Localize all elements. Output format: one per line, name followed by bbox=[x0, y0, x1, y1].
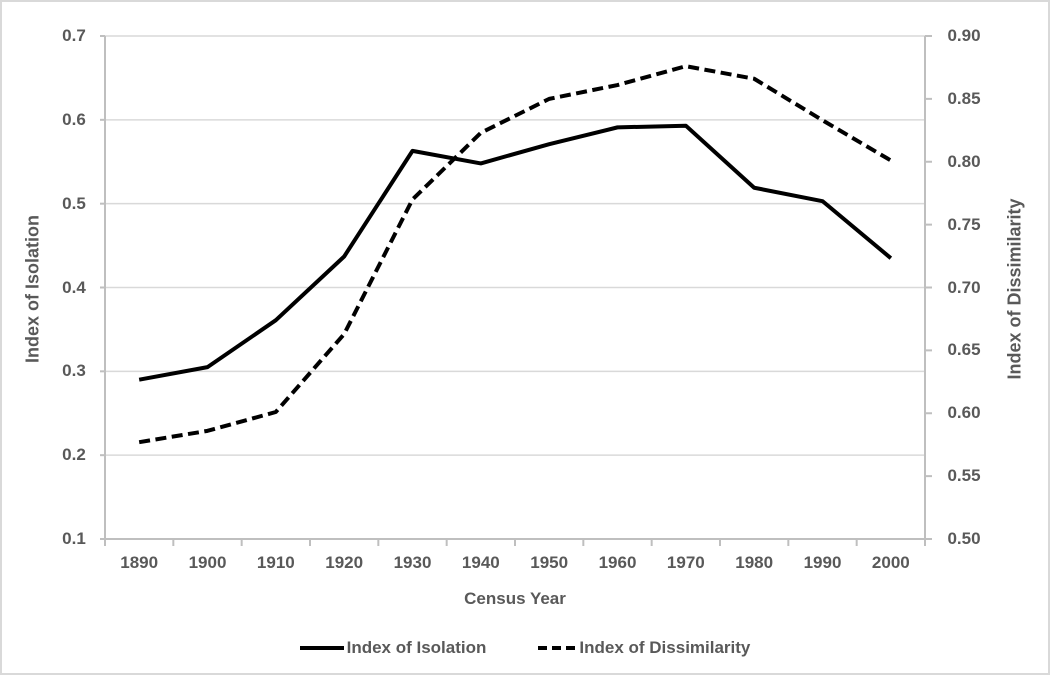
left-axis-tick-label: 0.5 bbox=[62, 193, 86, 213]
solid-line-swatch-icon bbox=[299, 646, 344, 650]
right-axis-tick-label: 0.70 bbox=[947, 277, 981, 297]
x-axis-tick-label: 1980 bbox=[735, 553, 774, 572]
x-axis-tick-label: 1950 bbox=[530, 553, 569, 572]
x-axis-tick-label: 1920 bbox=[325, 553, 364, 572]
legend-item: Index of Dissimilarity bbox=[538, 638, 750, 658]
right-axis-tick-label: 0.60 bbox=[947, 403, 981, 423]
right-axis-title: Index of Dissimilarity bbox=[1004, 198, 1025, 380]
dashed-line-swatch-icon bbox=[538, 646, 577, 650]
series-line-dashed bbox=[138, 64, 892, 445]
x-axis-tick-label: 1900 bbox=[188, 553, 227, 572]
chart-legend: Index of Isolation Index of Dissimilarity bbox=[2, 632, 1048, 664]
legend-label: Index of Dissimilarity bbox=[579, 638, 751, 657]
left-axis-title: Index of Isolation bbox=[22, 214, 43, 364]
right-axis-tick-label: 0.50 bbox=[947, 529, 981, 548]
x-axis-title: Census Year bbox=[464, 589, 566, 608]
left-axis-tick-label: 0.4 bbox=[62, 277, 86, 297]
right-axis-tick-label: 0.75 bbox=[947, 214, 981, 234]
right-axis-tick-label: 0.55 bbox=[947, 466, 981, 486]
left-axis-tick-label: 0.2 bbox=[62, 445, 86, 465]
x-axis-tick-label: 1970 bbox=[666, 553, 705, 572]
legend-item: Index of Isolation bbox=[299, 638, 487, 658]
series-line-solid bbox=[138, 123, 893, 382]
right-axis-tick-label: 0.90 bbox=[947, 26, 981, 45]
right-axis-tick-label: 0.65 bbox=[947, 340, 981, 360]
x-axis-tick-label: 1890 bbox=[120, 553, 159, 572]
x-axis-tick-label: 1990 bbox=[803, 553, 842, 572]
left-axis-tick-label: 0.3 bbox=[62, 361, 86, 381]
left-axis-tick-label: 0.7 bbox=[62, 26, 86, 45]
right-axis-tick-label: 0.80 bbox=[947, 151, 981, 171]
legend-label: Index of Isolation bbox=[346, 638, 487, 657]
left-axis-tick-label: 0.6 bbox=[62, 109, 86, 129]
left-axis-tick-label: 0.1 bbox=[62, 529, 86, 548]
x-axis-tick-label: 1910 bbox=[256, 553, 295, 572]
x-axis-tick-label: 2000 bbox=[871, 553, 910, 572]
x-axis-tick-label: 1960 bbox=[598, 553, 637, 572]
x-axis-tick-label: 1940 bbox=[461, 553, 500, 572]
right-axis-tick-label: 0.85 bbox=[947, 88, 981, 108]
x-axis-tick-label: 1930 bbox=[393, 553, 432, 572]
